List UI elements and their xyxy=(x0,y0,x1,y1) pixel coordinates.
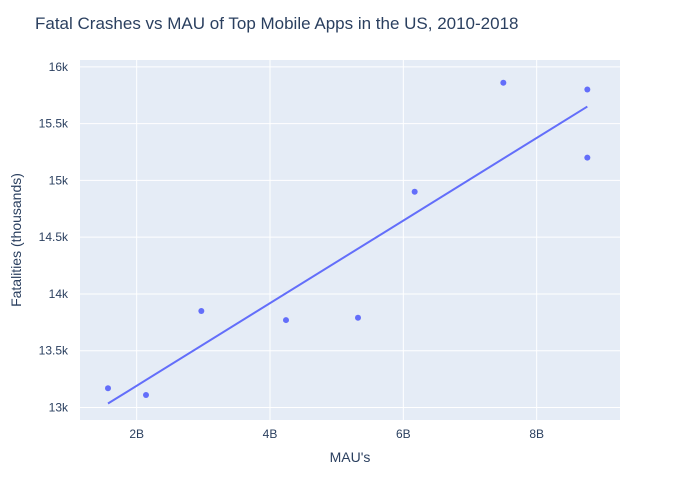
x-tick-label: 4B xyxy=(263,427,278,441)
data-point xyxy=(198,307,205,314)
data-point xyxy=(143,392,149,399)
plot-area xyxy=(80,60,620,420)
data-point xyxy=(584,86,591,93)
data-point xyxy=(105,385,111,392)
y-tick-label: 14.5k xyxy=(39,230,69,244)
x-tick-label: 6B xyxy=(396,427,411,441)
data-point xyxy=(283,317,289,324)
data-point xyxy=(584,154,591,161)
chart-title: Fatal Crashes vs MAU of Top Mobile Apps … xyxy=(35,14,519,33)
series xyxy=(105,79,591,405)
y-tick-label: 13.5k xyxy=(39,344,69,358)
y-tick-label: 14k xyxy=(49,287,69,301)
y-tick-label: 15k xyxy=(49,173,69,187)
x-axis-label: MAU's xyxy=(330,449,371,465)
y-tick-label: 13k xyxy=(49,401,69,415)
x-tick-label: 8B xyxy=(529,427,544,441)
trend-line xyxy=(107,105,588,405)
x-axis-ticks: 2B 4B 6B 8B xyxy=(129,427,544,441)
y-axis-label: Fatalities (thousands) xyxy=(8,173,24,307)
y-axis-ticks: 13k 13.5k 14k 14.5k 15k 15.5k 16k xyxy=(39,60,69,415)
data-point xyxy=(355,314,361,321)
grid-lines xyxy=(80,60,620,420)
data-point xyxy=(500,79,507,86)
data-point xyxy=(411,188,418,195)
y-tick-label: 16k xyxy=(49,60,69,74)
x-tick-label: 2B xyxy=(129,427,144,441)
y-tick-label: 15.5k xyxy=(39,117,69,131)
